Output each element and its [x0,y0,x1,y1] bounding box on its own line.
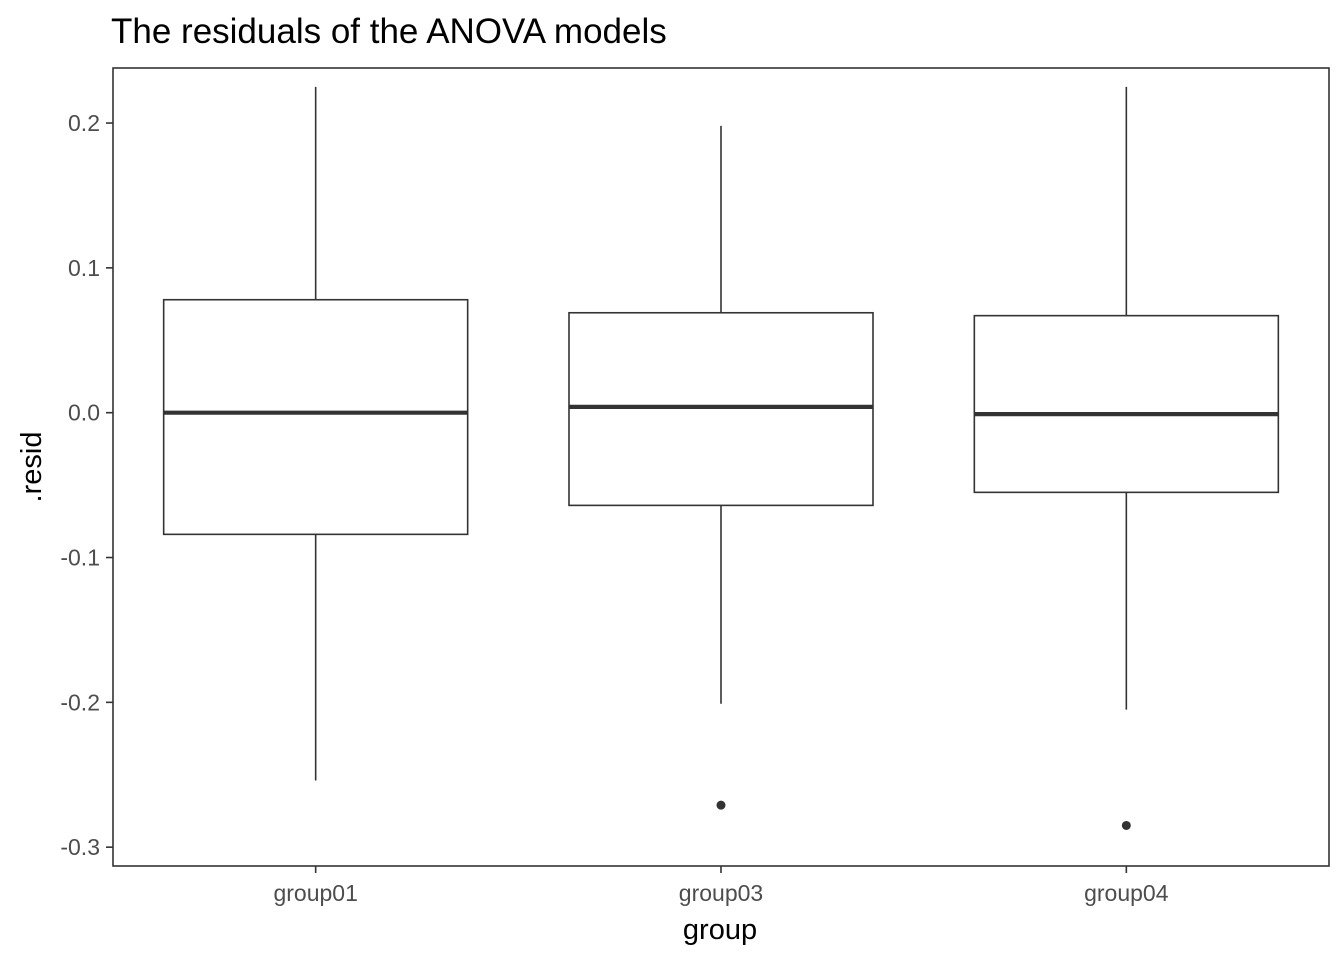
outlier-point [716,800,726,810]
boxes [162,86,1280,830]
box-group04 [973,86,1280,830]
y-tick-label: -0.2 [60,689,100,715]
y-tick-label: 0.0 [68,400,100,426]
interquartile-box [973,314,1280,494]
x-axis-title: group [683,914,757,946]
x-tick-label: group03 [679,880,763,906]
box-group01 [162,86,469,781]
y-tick-label: -0.3 [60,834,100,860]
y-tick-label: -0.1 [60,545,100,571]
box-group03 [568,125,874,810]
y-tick-label: 0.1 [68,255,100,281]
interquartile-box [162,298,469,536]
interquartile-box [568,311,874,507]
y-tick-label: 0.2 [68,110,100,136]
y-axis-title: .resid [16,432,48,503]
y-axis: 0.2 0.1 0.0 -0.1 -0.2 -0.3 [60,110,113,860]
outlier-point [1121,820,1131,830]
x-axis: group01 group03 group04 [273,866,1169,906]
x-tick-label: group01 [273,880,357,906]
x-tick-label: group04 [1084,880,1169,906]
chart-title: The residuals of the ANOVA models [111,12,667,51]
